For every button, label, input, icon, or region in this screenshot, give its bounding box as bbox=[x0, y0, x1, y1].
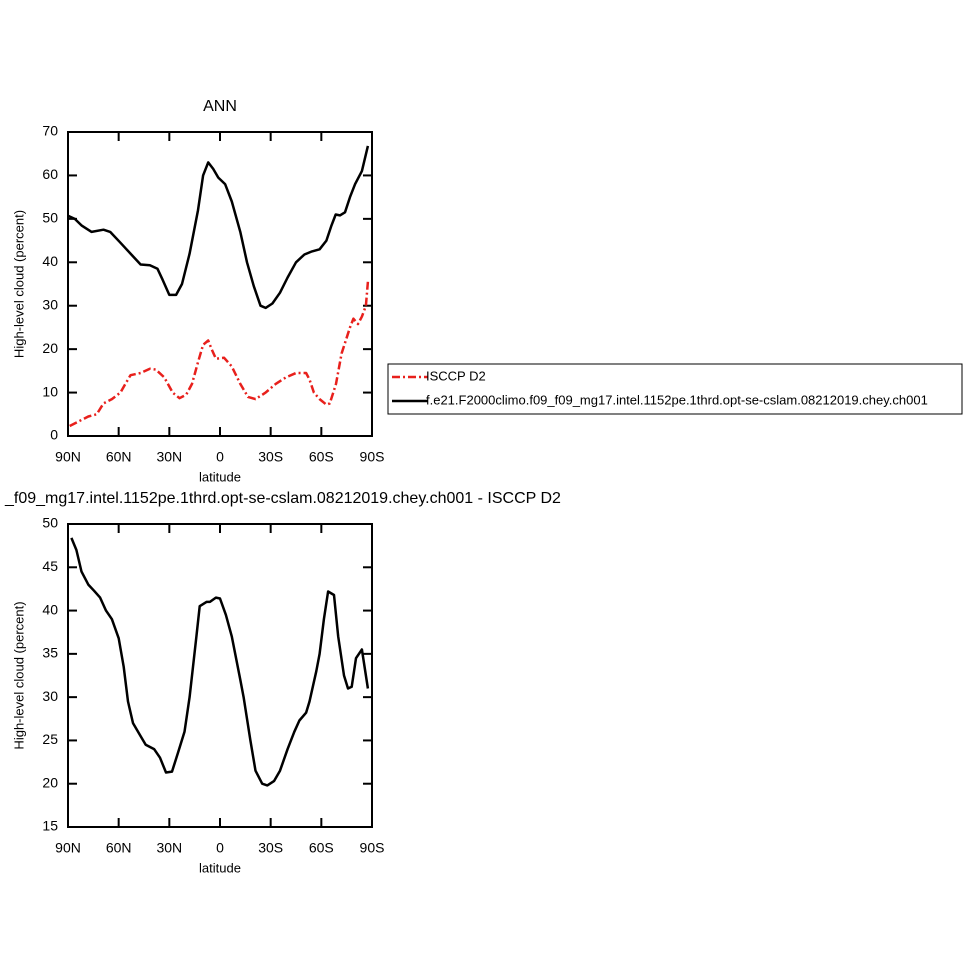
y-tick-label: 50 bbox=[42, 210, 58, 226]
chart-title: _f09_mg17.intel.1152pe.1thrd.opt-se-csla… bbox=[4, 490, 561, 507]
y-tick-label: 70 bbox=[42, 123, 58, 139]
x-tick-label: 60N bbox=[106, 449, 132, 465]
legend-label: f.e21.F2000climo.f09_f09_mg17.intel.1152… bbox=[426, 392, 928, 407]
x-tick-label: 90N bbox=[55, 840, 81, 856]
y-tick-label: 40 bbox=[42, 253, 58, 269]
chart-title: ANN bbox=[203, 98, 237, 115]
x-tick-label: 60S bbox=[309, 449, 334, 465]
x-tick-label: 60S bbox=[309, 840, 334, 856]
series-line bbox=[67, 145, 370, 310]
legend-label: ISCCP D2 bbox=[426, 368, 486, 383]
y-tick-label: 35 bbox=[42, 645, 58, 661]
y-tick-label: 50 bbox=[42, 515, 58, 531]
y-tick-label: 0 bbox=[50, 427, 58, 443]
x-tick-label: 30S bbox=[258, 449, 283, 465]
y-tick-label: 20 bbox=[42, 774, 58, 790]
x-tick-label: 30N bbox=[156, 840, 182, 856]
x-tick-label: 90S bbox=[360, 840, 385, 856]
series-line bbox=[69, 281, 370, 428]
x-tick-label: 0 bbox=[216, 840, 224, 856]
plot-frame bbox=[67, 131, 373, 437]
x-tick-label: 0 bbox=[216, 449, 224, 465]
x-tick-label: 90S bbox=[360, 449, 385, 465]
x-tick-label: 60N bbox=[106, 840, 132, 856]
x-tick-label: 90N bbox=[55, 449, 81, 465]
x-axis-label: latitude bbox=[199, 469, 241, 484]
y-tick-label: 10 bbox=[42, 383, 58, 399]
y-tick-label: 25 bbox=[42, 731, 58, 747]
legend-box bbox=[387, 363, 963, 415]
plot-frame bbox=[67, 523, 373, 828]
y-axis-label: High-level cloud (percent) bbox=[11, 601, 26, 749]
y-tick-label: 40 bbox=[42, 601, 58, 617]
y-tick-label: 20 bbox=[42, 340, 58, 356]
y-tick-label: 60 bbox=[42, 166, 58, 182]
y-tick-label: 45 bbox=[42, 558, 58, 574]
series-line bbox=[70, 537, 370, 787]
x-tick-label: 30S bbox=[258, 840, 283, 856]
y-axis-label: High-level cloud (percent) bbox=[11, 210, 26, 358]
y-tick-label: 30 bbox=[42, 688, 58, 704]
y-tick-label: 15 bbox=[42, 818, 58, 834]
x-axis-label: latitude bbox=[199, 860, 241, 875]
y-tick-label: 30 bbox=[42, 296, 58, 312]
x-tick-label: 30N bbox=[156, 449, 182, 465]
